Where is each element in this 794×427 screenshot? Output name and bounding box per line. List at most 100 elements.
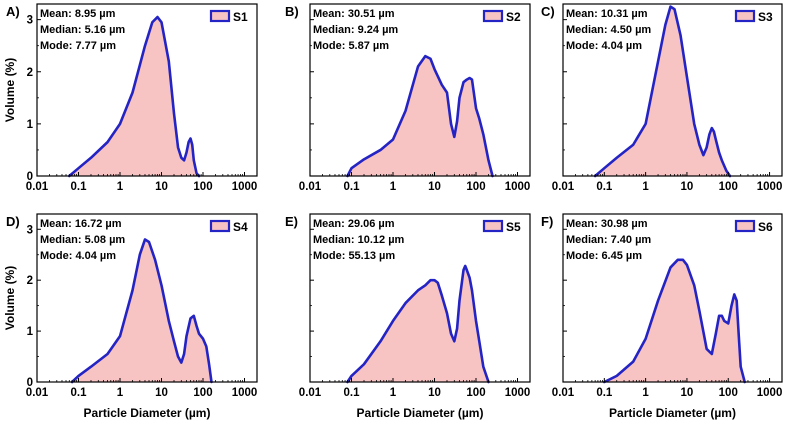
chart-panel: 0.01 0.1 1 10 100 1000 0 1 2 3 Volume (%) Particle … [3,213,258,420]
x-tick-label: 0.01 [552,181,575,193]
distribution-line [603,258,746,384]
chart-panel: 0.01 0.1 1 10 100 1000 Particle Diameter (µm) F… [541,213,783,420]
stat-line: Mode: 6.45 µm [566,250,642,262]
distribution-area [72,239,212,382]
stat-line: Mean: 10.31 µm [566,8,648,20]
stat-line: Mean: 30.51 µm [313,8,395,20]
x-tick-label: 1 [117,387,124,399]
x-tick-label: 100 [466,387,485,399]
distribution-line [70,238,213,384]
x-tick-label: 1 [117,181,124,193]
legend-label: S3 [758,10,773,24]
x-tick-label: 1000 [757,387,783,399]
x-axis-title: Particle Diameter (µm) [609,406,736,420]
x-tick-label: 100 [193,387,212,399]
x-tick-label: 1 [642,387,649,399]
stat-line: Median: 5.08 µm [40,234,125,246]
chart-panel: 0.01 0.1 1 10 100 1000 Particle Diameter (µm) E… [285,213,531,420]
panel-label: C) [541,4,555,19]
y-tick-label: 3 [27,15,33,27]
legend-swatch [482,219,504,233]
x-tick-label: 0.1 [596,387,613,399]
x-tick-label: 1000 [232,181,258,193]
stat-line: Median: 10.12 µm [313,234,405,246]
chart-panel: 0.01 0.1 1 10 100 1000 B) Mean: 30.51 µm Median:… [285,3,531,193]
x-tick-label: 10 [155,181,168,193]
panel-label: B) [285,4,299,19]
plot-frame [562,213,783,383]
panel-label: F) [541,214,553,229]
distribution-area [69,17,199,177]
x-tick-label: 1000 [757,181,783,193]
distribution-line [346,264,490,384]
x-tick-label: 10 [428,387,441,399]
y-tick-label: 3 [27,224,33,236]
distribution-area [347,265,489,382]
legend-label: S5 [506,220,521,234]
x-tick-label: 1 [390,387,397,399]
x-tick-label: 100 [466,181,485,193]
legend-label: S6 [758,220,773,234]
x-tick-label: 10 [681,387,694,399]
plot-frame [562,3,783,177]
x-tick-label: 0.01 [26,181,49,193]
stat-line: Median: 5.16 µm [40,24,125,36]
x-tick-label: 100 [719,181,738,193]
stat-line: Mode: 55.13 µm [313,250,395,262]
x-axis-title: Particle Diameter (µm) [357,406,484,420]
stat-line: Mean: 8.95 µm [40,8,116,20]
y-tick-label: 0 [27,377,33,389]
plot-frame [36,213,258,383]
y-tick-label: 2 [27,275,33,287]
legend-label: S2 [506,10,521,24]
legend-label: S4 [233,220,248,234]
x-tick-label: 1000 [505,387,531,399]
panel-label: A) [6,4,20,19]
x-tick-label: 0.01 [299,387,322,399]
x-tick-label: 100 [193,181,212,193]
x-tick-label: 10 [428,181,441,193]
y-tick-label: 0 [27,171,33,183]
x-tick-label: 10 [155,387,168,399]
x-tick-label: 1 [642,181,649,193]
distribution-line [67,15,201,178]
legend-swatch [482,9,504,23]
stat-line: Mode: 4.04 µm [566,40,642,52]
x-tick-label: 1000 [505,181,531,193]
y-tick-label: 1 [27,326,34,338]
plot-frame [309,3,531,177]
x-tick-label: 0.1 [71,387,88,399]
distribution-line [346,54,494,178]
x-tick-label: 1000 [232,387,258,399]
y-tick-label: 1 [27,119,34,131]
y-axis-title: Volume (%) [3,266,17,330]
x-tick-label: 0.01 [26,387,49,399]
y-axis-title: Volume (%) [3,58,17,122]
chart-panel: 0.01 0.1 1 10 100 1000 C) Mean: 10.31 µm Median:… [541,3,783,193]
panel-label: D) [6,214,20,229]
plot-frame [36,3,258,177]
plot-frame [309,213,531,383]
x-tick-label: 100 [719,387,738,399]
stat-line: Median: 7.40 µm [566,234,651,246]
chart-panel: 0.01 0.1 1 10 100 1000 0 1 2 3 Volume (%) A) Mean: 8… [3,3,258,193]
x-tick-label: 0.1 [71,181,88,193]
stat-line: Mode: 7.77 µm [40,40,116,52]
stat-line: Mode: 5.87 µm [313,40,389,52]
panel-label: E) [285,214,298,229]
y-tick-label: 2 [27,67,33,79]
stat-line: Median: 4.50 µm [566,24,651,36]
stat-line: Mean: 29.06 µm [313,218,395,230]
x-tick-label: 10 [681,181,694,193]
legend-swatch [734,9,756,23]
legend-swatch [734,219,756,233]
x-tick-label: 0.1 [344,387,361,399]
x-axis-title: Particle Diameter (µm) [84,406,211,420]
distribution-line [593,5,732,178]
legend-label: S1 [233,10,248,24]
legend-swatch [209,9,231,23]
distribution-area [347,56,493,177]
x-tick-label: 1 [390,181,397,193]
stat-line: Mean: 16.72 µm [40,218,122,230]
